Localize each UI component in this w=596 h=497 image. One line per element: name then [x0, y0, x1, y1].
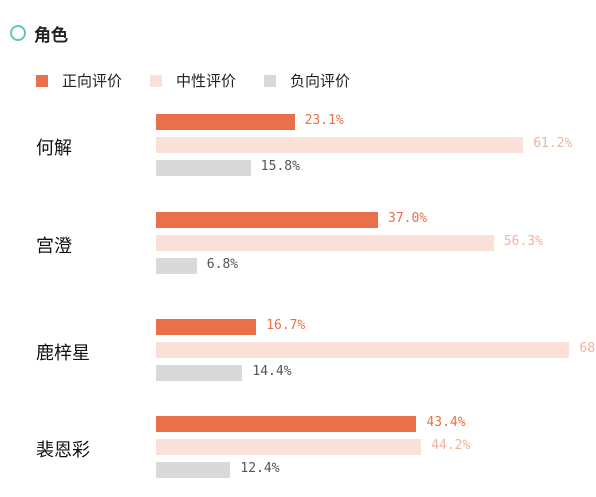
value-label: 56.3%	[503, 234, 543, 249]
legend-item-positive: 正向评价	[36, 70, 122, 91]
bar-positive	[156, 319, 257, 335]
bar-negative	[156, 365, 243, 381]
value-label: 43.4%	[426, 415, 466, 430]
value-label: 15.8%	[260, 159, 300, 174]
legend-label-neutral: 中性评价	[176, 72, 237, 90]
chart-header: 角色	[10, 22, 68, 46]
legend-swatch-neutral	[150, 74, 163, 87]
legend-swatch-positive	[36, 74, 48, 87]
bar-negative	[156, 462, 231, 478]
legend: 正向评价 中性评价 负向评价	[36, 70, 378, 91]
bar-positive	[156, 416, 417, 432]
value-label: 14.4%	[252, 364, 292, 379]
legend-item-negative: 负向评价	[264, 70, 350, 91]
value-label: 12.4%	[240, 461, 280, 476]
value-label: 61.2%	[533, 136, 573, 151]
bar-neutral	[156, 342, 570, 358]
bar-neutral	[156, 235, 494, 251]
bar-negative	[156, 160, 251, 176]
chart-title: 角色	[34, 25, 68, 46]
category-label: 何解	[36, 138, 72, 159]
value-label: 23.1%	[304, 113, 344, 128]
value-label: 37.0%	[388, 211, 428, 226]
bar-positive	[156, 212, 378, 228]
legend-label-positive: 正向评价	[62, 72, 123, 90]
category-label: 裴恩彩	[36, 440, 90, 461]
value-label: 68.9%	[579, 341, 596, 356]
bar-negative	[156, 258, 197, 274]
category-label: 鹿梓星	[36, 343, 90, 364]
bar-positive	[156, 114, 295, 130]
legend-swatch-negative	[264, 74, 277, 87]
bar-neutral	[156, 439, 422, 455]
legend-label-negative: 负向评价	[290, 72, 351, 90]
circle-icon	[10, 25, 26, 41]
legend-item-neutral: 中性评价	[150, 70, 236, 91]
bar-neutral	[156, 137, 524, 153]
category-label: 宫澄	[36, 236, 72, 257]
value-label: 16.7%	[266, 318, 306, 333]
value-label: 44.2%	[431, 438, 471, 453]
value-label: 6.8%	[206, 257, 239, 272]
